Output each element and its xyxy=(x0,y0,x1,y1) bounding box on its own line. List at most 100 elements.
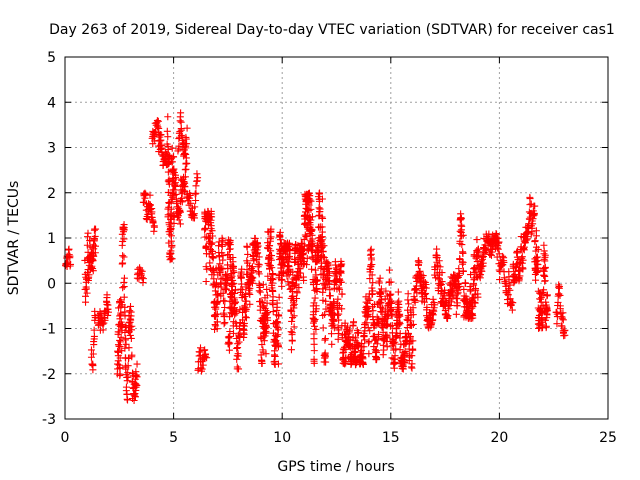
data-point xyxy=(462,292,470,300)
data-point xyxy=(518,253,526,261)
data-point xyxy=(266,237,274,245)
data-point xyxy=(166,250,174,258)
data-point xyxy=(522,236,530,244)
data-point xyxy=(538,309,546,317)
y-tick-label: 4 xyxy=(47,95,56,111)
data-point xyxy=(334,295,342,303)
data-point xyxy=(363,319,371,327)
data-point xyxy=(459,249,467,257)
data-point xyxy=(534,245,542,253)
data-point xyxy=(555,284,563,292)
data-point xyxy=(394,299,402,307)
data-point xyxy=(475,272,483,280)
data-point xyxy=(263,323,271,331)
data-point xyxy=(168,158,176,166)
data-point xyxy=(312,325,320,333)
data-point xyxy=(388,321,396,329)
data-point xyxy=(277,275,285,283)
data-point xyxy=(447,298,455,306)
data-point xyxy=(269,293,277,301)
data-point xyxy=(212,279,220,287)
data-point xyxy=(243,266,251,274)
data-point xyxy=(301,231,309,239)
data-point xyxy=(286,254,294,262)
data-point xyxy=(219,265,227,273)
data-point xyxy=(477,271,485,279)
data-point xyxy=(168,255,176,263)
data-point xyxy=(334,311,342,319)
data-point xyxy=(460,285,468,293)
data-point xyxy=(262,350,270,358)
data-point xyxy=(91,249,99,257)
data-point xyxy=(85,271,93,279)
data-point xyxy=(495,238,503,246)
data-point xyxy=(396,320,404,328)
data-point xyxy=(406,333,414,341)
data-point xyxy=(178,198,186,206)
data-point xyxy=(288,317,296,325)
data-point xyxy=(257,297,265,305)
data-point xyxy=(319,324,327,332)
data-point xyxy=(187,199,195,207)
plot-frame xyxy=(64,56,609,420)
data-point xyxy=(321,335,329,343)
data-point xyxy=(175,145,183,153)
data-point xyxy=(274,343,282,351)
data-point xyxy=(191,190,199,198)
data-point xyxy=(226,339,234,347)
data-point xyxy=(308,235,316,243)
data-point xyxy=(87,346,95,354)
data-point xyxy=(526,193,534,201)
data-point xyxy=(90,338,98,346)
data-point xyxy=(336,285,344,293)
data-point xyxy=(127,302,135,310)
data-point xyxy=(225,334,233,342)
data-point xyxy=(168,196,176,204)
data-point xyxy=(196,348,204,356)
data-point xyxy=(103,294,111,302)
data-point xyxy=(233,344,241,352)
data-point xyxy=(411,298,419,306)
data-point xyxy=(330,324,338,332)
data-point xyxy=(446,302,454,310)
data-point xyxy=(213,298,221,306)
data-point xyxy=(89,350,97,358)
data-point xyxy=(215,242,223,250)
data-point xyxy=(273,332,281,340)
data-point xyxy=(375,330,383,338)
data-point xyxy=(186,192,194,200)
data-point xyxy=(124,362,132,370)
data-point xyxy=(207,207,215,215)
data-point xyxy=(202,350,210,358)
data-point xyxy=(275,293,283,301)
data-point xyxy=(255,261,263,269)
data-point xyxy=(120,274,128,282)
data-point xyxy=(120,226,128,234)
data-point xyxy=(104,301,112,309)
data-point xyxy=(409,304,417,312)
data-point xyxy=(268,279,276,287)
data-point xyxy=(307,225,315,233)
data-point xyxy=(183,124,191,132)
data-point xyxy=(267,256,275,264)
data-point xyxy=(459,267,467,275)
data-point xyxy=(182,135,190,143)
data-point xyxy=(177,126,185,134)
data-point xyxy=(385,266,393,274)
data-point xyxy=(350,318,358,326)
data-point xyxy=(500,258,508,266)
data-point xyxy=(308,226,316,234)
data-point xyxy=(225,340,233,348)
data-point xyxy=(558,322,566,330)
data-point xyxy=(422,284,430,292)
data-point xyxy=(164,133,172,141)
data-point xyxy=(376,274,384,282)
data-point xyxy=(321,358,329,366)
data-point xyxy=(373,340,381,348)
data-point xyxy=(133,373,141,381)
data-point xyxy=(113,360,121,368)
data-point xyxy=(285,262,293,270)
data-point xyxy=(379,304,387,312)
data-point xyxy=(126,315,134,323)
data-point xyxy=(181,173,189,181)
